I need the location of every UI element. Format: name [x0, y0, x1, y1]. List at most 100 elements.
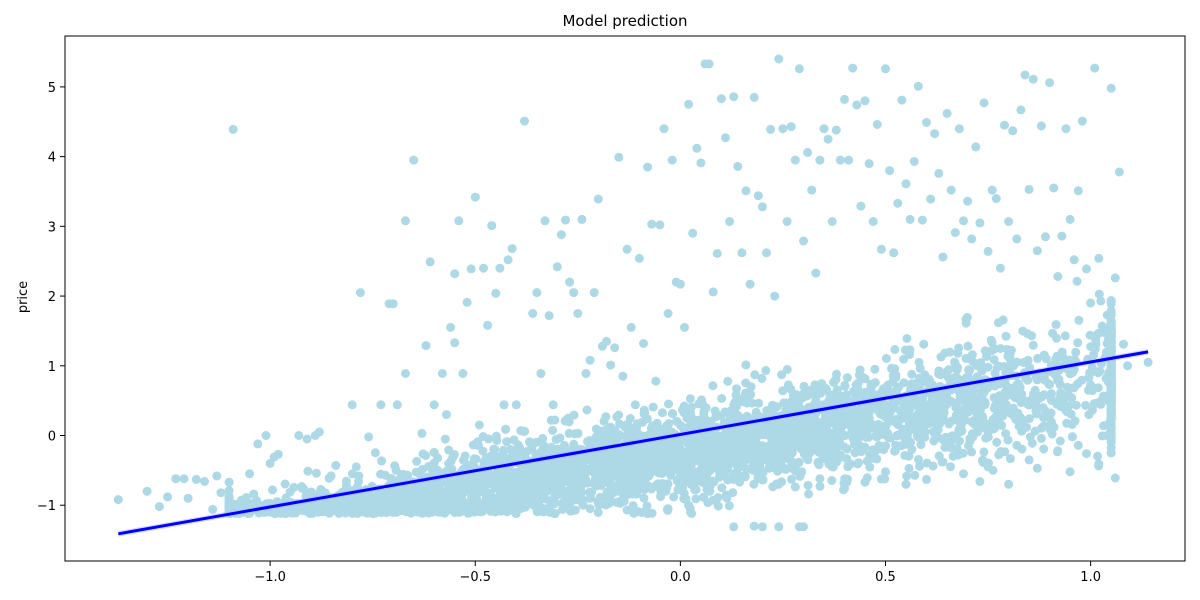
- scatter-point: [163, 492, 173, 502]
- scatter-point: [697, 395, 706, 405]
- scatter-point: [874, 441, 884, 450]
- scatter-point: [548, 425, 558, 435]
- scatter-point: [560, 416, 570, 426]
- scatter-point: [574, 454, 584, 464]
- scatter-point: [1106, 83, 1116, 93]
- scatter-point: [818, 453, 828, 463]
- scatter-point: [720, 407, 730, 417]
- scatter-point: [1051, 354, 1061, 364]
- scatter-point: [967, 234, 977, 244]
- scatter-point: [708, 495, 718, 505]
- scatter-point: [1106, 326, 1116, 336]
- scatter-point: [668, 409, 677, 419]
- scatter-point: [1065, 214, 1075, 224]
- scatter-point: [917, 215, 927, 225]
- scatter-point: [904, 451, 914, 461]
- scatter-point: [499, 400, 509, 410]
- scatter-point: [748, 465, 757, 475]
- scatter-point: [901, 179, 911, 189]
- scatter-point: [495, 263, 505, 273]
- scatter-point: [499, 484, 509, 494]
- scatter-point: [509, 478, 519, 488]
- scatter-point: [450, 338, 460, 348]
- scatter-point: [303, 466, 313, 476]
- scatter-point: [653, 479, 663, 489]
- scatter-point: [487, 221, 497, 231]
- scatter-point: [388, 299, 398, 309]
- scatter-point: [1052, 333, 1061, 343]
- scatter-point: [914, 432, 924, 442]
- scatter-point: [578, 500, 588, 510]
- scatter-point: [384, 504, 394, 514]
- scatter-point: [733, 410, 743, 420]
- scatter-point: [782, 398, 791, 408]
- scatter-point: [578, 474, 587, 484]
- scatter-point: [959, 216, 968, 226]
- scatter-point: [1119, 339, 1128, 349]
- scatter-point: [466, 264, 476, 274]
- scatter-point: [1077, 375, 1087, 385]
- scatter-point: [537, 466, 547, 476]
- scatter-point: [839, 430, 849, 440]
- scatter-point: [684, 500, 694, 510]
- scatter-point: [1114, 167, 1124, 177]
- scatter-point: [1032, 463, 1042, 473]
- scatter-point: [228, 124, 238, 134]
- scatter-point: [876, 474, 886, 484]
- scatter-point: [520, 502, 530, 512]
- scatter-point: [840, 382, 850, 391]
- scatter-point: [864, 414, 874, 424]
- scatter-point: [655, 220, 665, 230]
- scatter-point: [737, 248, 747, 258]
- scatter-point: [900, 439, 910, 449]
- scatter-point: [450, 269, 460, 279]
- scatter-point: [639, 339, 648, 348]
- scatter-point: [936, 352, 946, 362]
- scatter-point: [860, 96, 870, 106]
- scatter-point: [667, 155, 677, 165]
- scatter-point: [460, 451, 470, 461]
- scatter-point: [585, 504, 595, 514]
- scatter-point: [354, 471, 364, 481]
- scatter-point: [992, 415, 1002, 425]
- scatter-point: [777, 430, 787, 440]
- scatter-point: [1071, 400, 1081, 410]
- scatter-point: [289, 482, 299, 492]
- plot-area: [113, 54, 1153, 537]
- scatter-point: [692, 143, 702, 153]
- scatter-point: [540, 216, 550, 226]
- scatter-point: [1045, 78, 1055, 88]
- scatter-point: [1101, 373, 1111, 383]
- scatter-point: [910, 470, 920, 480]
- scatter-point: [337, 504, 347, 514]
- y-axis-label: price: [16, 281, 31, 313]
- scatter-point: [409, 155, 419, 165]
- scatter-point: [728, 488, 738, 498]
- scatter-point: [554, 489, 564, 499]
- scatter-point: [1051, 320, 1061, 330]
- scatter-point: [191, 474, 201, 484]
- scatter-point: [613, 451, 623, 461]
- scatter-point: [769, 452, 778, 462]
- scatter-point: [1096, 399, 1106, 409]
- scatter-point: [401, 369, 410, 378]
- scatter-point: [1033, 353, 1043, 363]
- scatter-point: [958, 448, 968, 458]
- scatter-point: [440, 434, 450, 444]
- scatter-point: [582, 466, 592, 476]
- scatter-point: [648, 402, 658, 412]
- scatter-point: [577, 214, 587, 224]
- scatter-point: [979, 447, 989, 457]
- scatter-point: [729, 522, 739, 532]
- scatter-point: [814, 420, 824, 430]
- scatter-point: [645, 482, 655, 492]
- y-tick-label: 1: [48, 360, 56, 375]
- scatter-point: [774, 522, 784, 532]
- scatter-point: [470, 192, 480, 202]
- scatter-point: [729, 92, 739, 102]
- scatter-point: [968, 432, 978, 442]
- scatter-point: [766, 124, 776, 134]
- scatter-point: [961, 315, 971, 325]
- scatter-point: [963, 372, 973, 382]
- scatter-point: [931, 420, 941, 430]
